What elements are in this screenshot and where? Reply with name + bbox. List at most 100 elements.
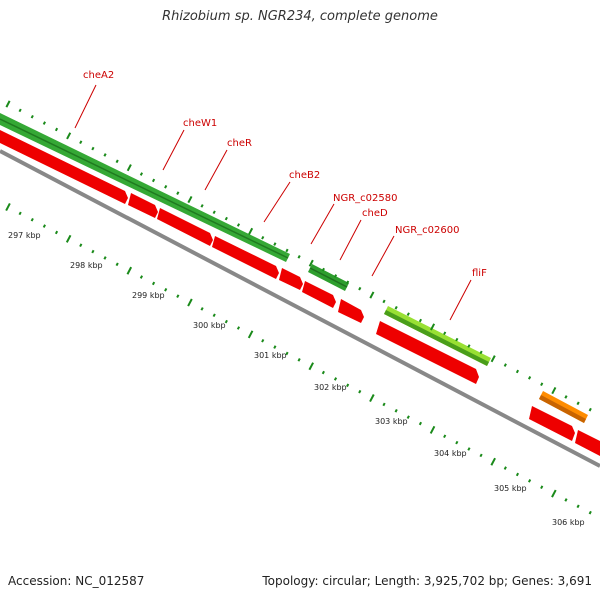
minor-tick — [115, 159, 119, 164]
callout-line — [74, 84, 97, 129]
major-tick — [490, 457, 496, 466]
minor-tick — [443, 434, 447, 439]
genome-summary-text: Topology: circular; Length: 3,925,702 bp… — [262, 574, 592, 588]
minor-tick — [42, 224, 46, 228]
callout-line — [263, 181, 291, 223]
minor-tick — [139, 275, 144, 279]
minor-tick — [164, 184, 168, 189]
callout-line — [371, 235, 395, 277]
minor-tick — [103, 153, 107, 157]
gene-bar[interactable] — [0, 113, 290, 262]
minor-tick — [164, 287, 168, 292]
gene-label-ngr-c02600[interactable]: NGR_c02600 — [395, 225, 460, 236]
kbp-label: 301 kbp — [254, 351, 287, 360]
gene-label-chea2[interactable]: cheA2 — [83, 70, 114, 81]
minor-tick — [528, 376, 532, 380]
gene-label-cheb2[interactable]: cheB2 — [289, 170, 320, 181]
cds-arrow[interactable] — [575, 430, 600, 456]
kbp-label: 298 kbp — [70, 261, 103, 270]
minor-tick — [346, 280, 350, 285]
minor-tick — [467, 344, 471, 348]
minor-tick — [528, 479, 532, 483]
kbp-label: 305 kbp — [494, 484, 527, 493]
major-tick — [65, 234, 72, 243]
minor-tick — [515, 369, 520, 374]
minor-tick — [91, 146, 95, 151]
minor-tick — [455, 337, 459, 342]
minor-tick — [503, 363, 507, 367]
major-tick — [308, 259, 314, 267]
major-tick — [369, 291, 375, 299]
minor-tick — [103, 256, 107, 260]
minor-tick — [333, 377, 338, 381]
gene-label-chew1[interactable]: cheW1 — [183, 118, 217, 129]
kbp-label: 302 kbp — [314, 383, 347, 392]
major-tick — [5, 202, 11, 212]
cds-track-red — [0, 130, 600, 456]
cds-arrow[interactable] — [338, 299, 364, 323]
gene-label-flif[interactable]: fliF — [472, 268, 487, 279]
minor-tick — [54, 127, 59, 132]
minor-tick — [503, 466, 507, 470]
minor-tick — [515, 472, 520, 477]
minor-tick — [576, 401, 580, 406]
minor-tick — [333, 274, 338, 278]
cds-arrow[interactable] — [529, 406, 575, 441]
minor-tick — [200, 204, 204, 208]
minor-tick — [212, 210, 216, 215]
minor-tick — [297, 358, 301, 362]
minor-tick — [540, 382, 544, 386]
minor-tick — [394, 408, 398, 413]
kbp-label: 306 kbp — [552, 518, 585, 527]
minor-tick — [18, 211, 22, 216]
callout-line — [449, 279, 472, 321]
minor-tick — [540, 485, 544, 489]
minor-tick — [285, 351, 289, 356]
minor-tick — [479, 453, 483, 458]
accession-text: Accession: NC_012587 — [8, 574, 145, 588]
minor-tick — [236, 326, 241, 330]
minor-tick — [176, 191, 180, 195]
major-tick — [66, 132, 72, 140]
minor-tick — [564, 395, 568, 399]
cds-arrow[interactable] — [157, 208, 213, 246]
cds-arrow[interactable] — [0, 130, 128, 204]
minor-tick — [236, 223, 241, 227]
minor-tick — [588, 510, 592, 515]
gene-label-ched[interactable]: cheD — [362, 208, 388, 219]
major-tick — [187, 195, 193, 204]
minor-tick — [79, 243, 83, 248]
minor-tick — [443, 331, 447, 336]
minor-tick — [30, 217, 34, 222]
outer-ticks — [5, 100, 592, 412]
minor-tick — [30, 114, 34, 119]
minor-tick — [588, 407, 592, 412]
minor-tick — [394, 305, 398, 310]
minor-tick — [358, 389, 362, 394]
minor-tick — [200, 307, 204, 311]
minor-tick — [564, 498, 568, 502]
minor-tick — [406, 312, 410, 316]
major-tick — [551, 387, 557, 395]
kbp-labels: 297 kbp 298 kbp 299 kbp 300 kbp 301 kbp … — [8, 231, 585, 527]
minor-tick — [273, 242, 277, 246]
cds-arrow[interactable] — [128, 193, 158, 218]
major-tick — [308, 362, 314, 371]
cds-arrow[interactable] — [279, 268, 303, 290]
gene-label-ngr-c02580[interactable]: NGR_c02580 — [333, 193, 398, 204]
cds-arrow[interactable] — [212, 236, 279, 279]
minor-tick — [321, 267, 325, 272]
cds-arrow[interactable] — [376, 321, 479, 384]
minor-tick — [54, 230, 59, 235]
gene-label-cher[interactable]: cheR — [227, 138, 252, 149]
cds-arrow[interactable] — [302, 281, 336, 308]
major-tick — [369, 394, 375, 403]
minor-tick — [406, 415, 410, 419]
minor-tick — [79, 140, 83, 145]
minor-tick — [321, 370, 325, 375]
major-tick — [187, 298, 193, 307]
minor-tick — [42, 121, 46, 125]
minor-tick — [418, 318, 423, 323]
major-tick — [430, 323, 436, 331]
